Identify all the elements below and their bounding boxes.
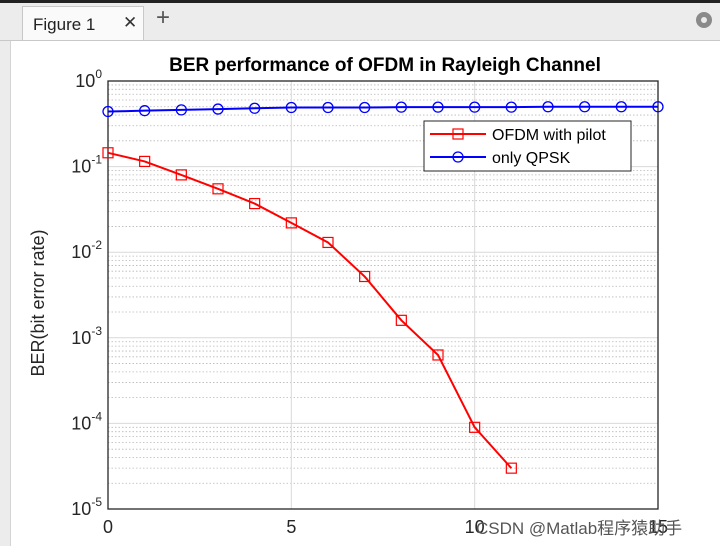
- data-point-circle: [395, 101, 407, 113]
- left-panel-edge: [0, 41, 11, 546]
- data-point-circle: [542, 101, 554, 113]
- chart-title: BER performance of OFDM in Rayleigh Chan…: [169, 55, 601, 76]
- data-point-circle: [615, 101, 627, 113]
- data-point-square: [139, 155, 151, 168]
- data-point-circle: [285, 101, 297, 114]
- data-point-circle: [505, 101, 517, 113]
- data-point-circle: [249, 102, 261, 114]
- axes-box: [107, 80, 659, 510]
- data-point-circle: [212, 103, 224, 115]
- data-point-square: [175, 169, 187, 181]
- data-point-square: [469, 421, 481, 433]
- legend-label-1: only QPSK: [492, 150, 571, 167]
- y-tick-label: 100: [75, 67, 102, 91]
- x-tick-label: 5: [286, 517, 296, 537]
- data-point-circle: [469, 101, 481, 113]
- tab-label: Figure 1: [33, 15, 96, 34]
- data-point-circle: [175, 104, 187, 116]
- close-icon[interactable]: ✕: [123, 13, 138, 32]
- x-tick-label: 15: [648, 517, 668, 537]
- y-tick-label: 10-3: [71, 324, 102, 348]
- data-point-circle: [652, 101, 664, 113]
- series-layer: [102, 101, 664, 474]
- legend[interactable]: OFDM with pilot only QPSK: [423, 120, 632, 172]
- series-line-1: [107, 105, 658, 113]
- window-top-border: [0, 0, 720, 3]
- data-point-square: [395, 314, 407, 326]
- data-point-square: [102, 147, 114, 159]
- data-point-circle: [579, 101, 591, 113]
- data-point-square: [432, 349, 444, 361]
- tick-labels: 0 5 10 15 10-5 10-4 10-3 10-2 10-1 100: [71, 67, 668, 537]
- watermark-text: CSDN @Matlab程序猿助手: [476, 519, 683, 538]
- y-tick-label: 10-4: [71, 409, 102, 433]
- x-tick-label: 0: [103, 517, 113, 537]
- legend-label-0: OFDM with pilot: [492, 127, 606, 144]
- y-tick-label: 10-2: [71, 238, 102, 262]
- tab-bar: Figure 1 ✕ +: [0, 0, 720, 41]
- data-point-square: [249, 197, 261, 210]
- data-point-square: [359, 270, 371, 283]
- x-tick-label: 10: [465, 517, 485, 537]
- y-axis-label: BER(bit error rate): [28, 229, 48, 376]
- data-point-circle: [432, 101, 444, 113]
- data-point-circle: [359, 101, 371, 114]
- data-point-square: [322, 236, 334, 249]
- figure-menu-icon[interactable]: [696, 12, 712, 28]
- legend-marker-square: [452, 128, 464, 140]
- series-line-0: [107, 151, 513, 469]
- y-tick-label: 10-5: [71, 495, 102, 519]
- data-point-circle: [102, 105, 114, 118]
- tab-figure-1[interactable]: Figure 1 ✕: [22, 6, 144, 40]
- add-tab-icon[interactable]: +: [156, 4, 171, 31]
- data-point-square: [212, 183, 224, 195]
- y-tick-label: 10-1: [71, 153, 102, 177]
- data-point-circle: [322, 101, 334, 114]
- legend-marker-circle: [452, 151, 464, 163]
- data-point-square: [285, 217, 297, 229]
- data-point-circle: [139, 105, 151, 117]
- data-point-square: [505, 462, 517, 474]
